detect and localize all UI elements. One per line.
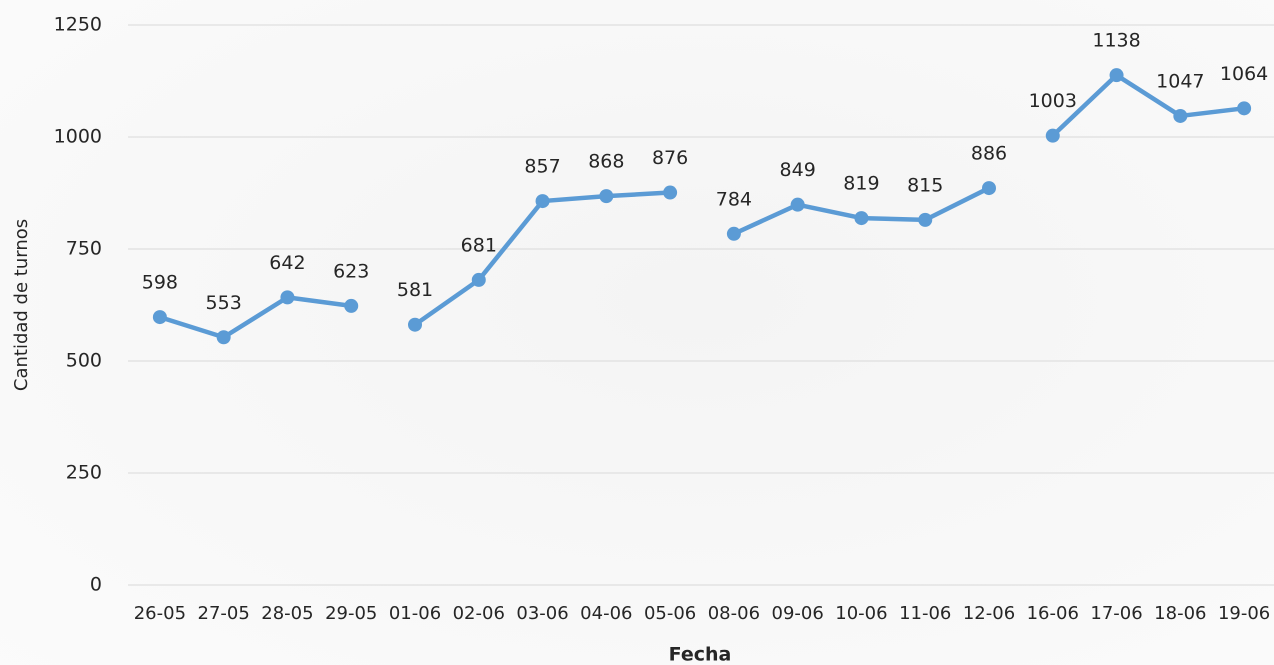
x-tick-label: 03-06: [516, 603, 568, 624]
data-label: 857: [524, 156, 560, 178]
background: [0, 0, 1274, 665]
x-tick-label: 27-05: [198, 603, 250, 624]
x-tick-label: 26-05: [134, 603, 186, 624]
point: [1110, 68, 1124, 82]
y-tick-label: 1000: [54, 126, 102, 148]
point: [472, 273, 486, 287]
x-tick-label: 02-06: [453, 603, 505, 624]
point: [536, 194, 550, 208]
data-label: 1003: [1029, 90, 1077, 112]
point: [217, 330, 231, 344]
point: [344, 299, 358, 313]
point: [153, 310, 167, 324]
point: [791, 198, 805, 212]
point: [280, 290, 294, 304]
x-tick-label: 12-06: [963, 603, 1015, 624]
point: [599, 189, 613, 203]
x-tick-label: 09-06: [772, 603, 824, 624]
point: [1237, 101, 1251, 115]
data-label: 1047: [1156, 70, 1204, 92]
data-label: 598: [142, 272, 178, 294]
x-tick-label: 28-05: [261, 603, 313, 624]
data-label: 819: [843, 173, 879, 195]
data-label: 681: [461, 234, 497, 256]
x-axis-title: Fecha: [669, 644, 732, 665]
point: [408, 318, 422, 332]
data-label: 623: [333, 260, 369, 282]
x-tick-label: 10-06: [835, 603, 887, 624]
x-tick-label: 16-06: [1027, 603, 1079, 624]
y-tick-label: 500: [66, 350, 102, 372]
point: [727, 227, 741, 241]
point: [918, 213, 932, 227]
data-label: 815: [907, 174, 943, 196]
x-tick-label: 04-06: [580, 603, 632, 624]
chart: Cantidad de turnos Fecha 0 250 500 750 1000 1…: [0, 0, 1274, 665]
y-tick-label: 1250: [54, 14, 102, 36]
x-tick-label: 11-06: [899, 603, 951, 624]
data-label: 1064: [1220, 63, 1268, 85]
data-label: 553: [206, 292, 242, 314]
y-axis-title: Cantidad de turnos: [11, 219, 32, 391]
y-tick-label: 750: [66, 238, 102, 260]
data-label: 642: [269, 252, 305, 274]
x-tick-label: 01-06: [389, 603, 441, 624]
y-tick-label: 250: [66, 462, 102, 484]
y-tick-label: 0: [90, 574, 102, 596]
x-tick-label: 08-06: [708, 603, 760, 624]
data-label: 784: [716, 188, 752, 210]
x-tick-label: 29-05: [325, 603, 377, 624]
data-label: 886: [971, 143, 1007, 165]
point: [1173, 109, 1187, 123]
data-label: 849: [780, 159, 816, 181]
x-tick-label: 18-06: [1154, 603, 1206, 624]
data-label: 1138: [1092, 30, 1140, 52]
x-tick-label: 05-06: [644, 603, 696, 624]
point: [982, 181, 996, 195]
point: [663, 186, 677, 200]
data-label: 581: [397, 279, 433, 301]
point: [1046, 129, 1060, 143]
x-tick-label: 19-06: [1218, 603, 1270, 624]
point: [854, 211, 868, 225]
data-label: 876: [652, 147, 688, 169]
data-label: 868: [588, 151, 624, 173]
x-tick-label: 17-06: [1090, 603, 1142, 624]
